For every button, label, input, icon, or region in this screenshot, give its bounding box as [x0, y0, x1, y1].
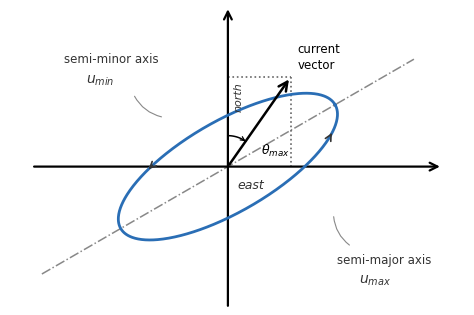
Text: semi-minor axis: semi-minor axis	[64, 54, 159, 66]
Text: semi-major axis: semi-major axis	[337, 254, 431, 267]
Text: $\theta_{max}$: $\theta_{max}$	[261, 143, 290, 159]
Text: north: north	[233, 83, 243, 112]
Text: $\it{u}_{max}$: $\it{u}_{max}$	[359, 274, 391, 289]
Text: east: east	[237, 179, 264, 192]
Text: $\it{u}_{min}$: $\it{u}_{min}$	[86, 74, 114, 88]
Text: current
vector: current vector	[298, 43, 341, 72]
FancyArrowPatch shape	[334, 217, 349, 245]
FancyArrowPatch shape	[135, 96, 162, 117]
